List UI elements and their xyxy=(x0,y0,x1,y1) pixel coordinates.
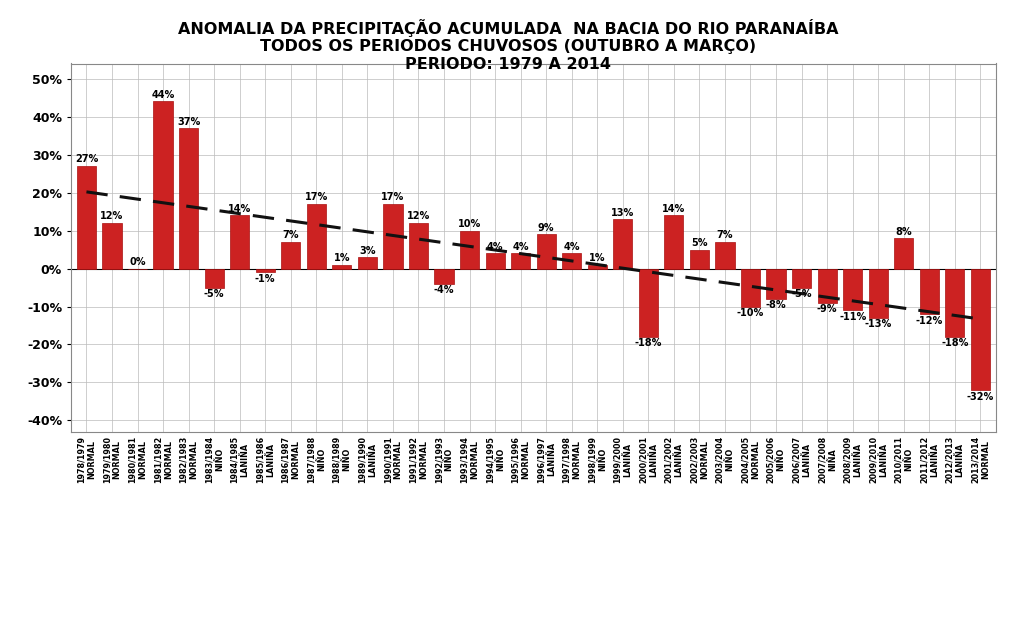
Text: 7%: 7% xyxy=(716,231,734,241)
Text: -8%: -8% xyxy=(766,300,786,311)
Bar xyxy=(230,215,249,269)
Bar xyxy=(383,204,402,269)
Text: -5%: -5% xyxy=(204,289,225,299)
Text: -10%: -10% xyxy=(737,308,764,318)
Text: 1%: 1% xyxy=(333,253,351,264)
Text: 1%: 1% xyxy=(589,253,606,264)
Text: -18%: -18% xyxy=(635,338,662,349)
Bar xyxy=(690,250,709,269)
Bar xyxy=(715,242,735,269)
Text: -18%: -18% xyxy=(941,338,968,349)
Text: 9%: 9% xyxy=(537,223,555,233)
Bar xyxy=(332,265,352,269)
Text: 17%: 17% xyxy=(305,192,328,203)
Bar xyxy=(460,231,480,269)
Bar xyxy=(358,257,377,269)
Bar xyxy=(766,269,785,299)
Bar xyxy=(486,253,505,269)
Bar xyxy=(204,269,224,288)
Bar xyxy=(435,269,453,284)
Bar xyxy=(256,269,274,272)
Bar xyxy=(281,242,301,269)
Bar xyxy=(511,253,530,269)
Text: 4%: 4% xyxy=(564,242,580,252)
Text: -4%: -4% xyxy=(434,285,454,295)
Text: 44%: 44% xyxy=(151,90,175,100)
Text: 27%: 27% xyxy=(75,154,99,164)
Text: 12%: 12% xyxy=(406,211,430,222)
Text: 14%: 14% xyxy=(662,204,686,214)
Text: 10%: 10% xyxy=(458,219,482,229)
Bar xyxy=(614,219,632,269)
Bar xyxy=(179,128,198,269)
Bar xyxy=(307,204,326,269)
Bar xyxy=(792,269,811,288)
Bar xyxy=(587,265,607,269)
Text: -1%: -1% xyxy=(255,274,275,284)
Bar xyxy=(894,238,913,269)
Text: 5%: 5% xyxy=(691,238,708,248)
Bar xyxy=(843,269,863,311)
Bar xyxy=(970,269,990,390)
Bar xyxy=(664,215,684,269)
Text: 7%: 7% xyxy=(282,231,299,241)
Text: 4%: 4% xyxy=(487,242,503,252)
Bar xyxy=(818,269,837,303)
Text: ANOMALIA DA PRECIPITAÇÃO ACUMULADA  NA BACIA DO RIO PARANAÍBA
TODOS OS PERIODOS : ANOMALIA DA PRECIPITAÇÃO ACUMULADA NA BA… xyxy=(178,19,838,72)
Bar xyxy=(945,269,964,337)
Text: 17%: 17% xyxy=(381,192,404,203)
Text: 0%: 0% xyxy=(129,257,145,267)
Bar xyxy=(741,269,760,307)
Bar xyxy=(869,269,888,318)
Bar xyxy=(103,223,122,269)
Text: 12%: 12% xyxy=(101,211,124,222)
Text: 13%: 13% xyxy=(612,208,634,218)
Text: -32%: -32% xyxy=(967,392,994,401)
Bar xyxy=(639,269,658,337)
Text: -11%: -11% xyxy=(839,312,867,322)
Bar xyxy=(562,253,581,269)
Text: 8%: 8% xyxy=(895,227,912,237)
Text: 3%: 3% xyxy=(359,246,376,256)
Text: 14%: 14% xyxy=(228,204,251,214)
Bar xyxy=(77,166,97,269)
Bar xyxy=(408,223,428,269)
Bar xyxy=(153,102,173,269)
Text: 4%: 4% xyxy=(512,242,529,252)
Text: -9%: -9% xyxy=(817,304,837,314)
Bar xyxy=(536,234,556,269)
Text: -13%: -13% xyxy=(865,319,892,330)
Text: -5%: -5% xyxy=(791,289,812,299)
Bar xyxy=(919,269,939,314)
Text: -12%: -12% xyxy=(915,316,943,326)
Text: 37%: 37% xyxy=(177,117,200,126)
